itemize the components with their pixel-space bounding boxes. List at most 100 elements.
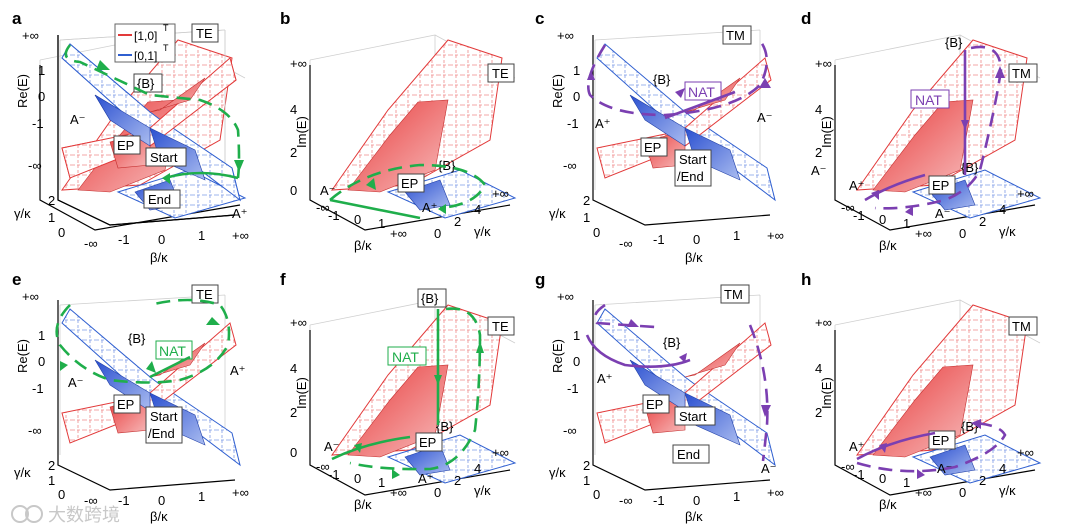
tick: 1 <box>48 210 55 225</box>
gamma-axis-label: γ/κ <box>14 465 31 480</box>
tick: 1 <box>38 63 45 78</box>
beta-axis-label: β/κ <box>685 250 703 265</box>
a-minus-label: A⁻ <box>324 439 340 454</box>
y-axis-label: Re(E) <box>15 74 30 108</box>
beta-axis-label: β/κ <box>685 509 703 524</box>
tick: 0 <box>573 89 580 104</box>
beta-axis-label: β/κ <box>879 238 897 253</box>
a-plus-label: A⁺ <box>597 371 613 386</box>
a-minus-label: A⁻ <box>757 110 773 125</box>
y-axis-label: Im(E) <box>294 116 309 148</box>
a-plus-label: A⁺ <box>230 363 246 378</box>
tick: 0 <box>58 225 65 240</box>
tick: 4 <box>815 361 822 376</box>
tick: +∞ <box>390 485 407 500</box>
tick: +∞ <box>22 289 39 304</box>
tick: +∞ <box>557 289 574 304</box>
tick: +∞ <box>915 226 932 241</box>
tick: 1 <box>198 228 205 243</box>
tick: 0 <box>959 226 966 241</box>
tick: 2 <box>815 145 822 160</box>
tick: 1 <box>573 63 580 78</box>
tick: -1 <box>32 381 44 396</box>
ep-label: EP <box>117 138 134 153</box>
tick: 0 <box>290 445 297 460</box>
start-label: Start <box>679 152 707 167</box>
tick: 0 <box>58 487 65 502</box>
ep-label: EP <box>419 435 436 450</box>
y-axis-label: Re(E) <box>550 74 565 108</box>
panel-a: a [1,0] [0,1] T T TE +∞ 1 0 -1 -∞ Re(E) … <box>12 9 249 265</box>
tick: -1 <box>118 493 130 508</box>
tick: -1 <box>32 116 44 131</box>
end-label: /End <box>148 426 175 441</box>
tick: 1 <box>903 216 910 231</box>
b-set-label: {B} <box>945 35 963 50</box>
nat-label: NAT <box>159 343 186 359</box>
tick: 0 <box>38 89 45 104</box>
gamma-axis-label: γ/κ <box>549 465 566 480</box>
b-set-label: {B} <box>137 76 155 91</box>
beta-axis-label: β/κ <box>354 497 372 512</box>
tick: -1 <box>118 232 130 247</box>
panel-d: d TM +∞ 4 2 Im(E) A⁻ -∞ -1 0 1 +∞ β/κ 0 … <box>801 9 1041 253</box>
tick: +∞ <box>767 228 784 243</box>
a-minus-label: A⁻ <box>811 163 827 178</box>
panel-b: b TE +∞ 4 2 0 Im(E) -∞ -1 0 1 +∞ β/κ 0 2… <box>280 9 516 253</box>
beta-axis-label: β/κ <box>150 509 168 524</box>
panel-label: b <box>280 9 290 28</box>
start-label: Start <box>150 150 178 165</box>
a-plus-label: A⁺ <box>849 439 865 454</box>
tick: -1 <box>567 116 579 131</box>
beta-axis-label: β/κ <box>354 238 372 253</box>
panel-g: g TM +∞ 1 0 -1 -∞ Re(E) γ/κ 2 1 0 -∞ -1 … <box>535 270 784 524</box>
b-set-label: {B} <box>421 291 439 306</box>
a-plus-label: A⁺ <box>232 206 248 221</box>
gamma-axis-label: γ/κ <box>14 206 31 221</box>
tick: 2 <box>979 473 986 488</box>
tick: 4 <box>290 102 297 117</box>
tick: 0 <box>158 493 165 508</box>
tick: 0 <box>354 471 361 486</box>
mode-label: TE <box>492 66 509 81</box>
panel-label: h <box>801 270 811 289</box>
legend-blue-label: [0,1] <box>134 49 157 63</box>
mode-label: TE <box>196 26 213 41</box>
tick: -∞ <box>28 423 42 438</box>
tick: -1 <box>653 493 665 508</box>
ep-label: EP <box>644 140 661 155</box>
tick: 0 <box>354 212 361 227</box>
tick: 2 <box>583 193 590 208</box>
panel-label: d <box>801 9 811 28</box>
tick: 1 <box>378 216 385 231</box>
gamma-axis-label: γ/κ <box>474 483 491 498</box>
legend-red-label: [1,0] <box>134 29 157 43</box>
tick: 0 <box>290 183 297 198</box>
tick: 4 <box>290 361 297 376</box>
nat-label: NAT <box>915 92 942 108</box>
mode-label: TM <box>724 287 743 302</box>
a-plus-label: A⁺ <box>595 116 611 131</box>
tick: 0 <box>959 485 966 500</box>
tick: +∞ <box>232 228 249 243</box>
a-plus-label: A⁺ <box>849 178 865 193</box>
mode-label: TM <box>1012 66 1031 81</box>
mode-label: TE <box>492 319 509 334</box>
tick: 2 <box>454 473 461 488</box>
watermark: 大数跨境 <box>11 505 120 526</box>
y-axis-label: Re(E) <box>15 339 30 373</box>
tick: 4 <box>474 461 481 476</box>
tick: -∞ <box>841 200 855 215</box>
a-plus-label: A⁺ <box>422 200 438 215</box>
end-label: /End <box>677 169 704 184</box>
watermark-text: 大数跨境 <box>48 505 120 526</box>
mode-label: TM <box>726 28 745 43</box>
ep-label: EP <box>932 178 949 193</box>
tick: -1 <box>853 208 865 223</box>
tick: 1 <box>583 473 590 488</box>
legend-sup: T <box>163 23 169 33</box>
tick: -∞ <box>84 493 98 508</box>
tick: +∞ <box>492 186 509 201</box>
a-minus-label: A⁻ <box>935 206 951 221</box>
